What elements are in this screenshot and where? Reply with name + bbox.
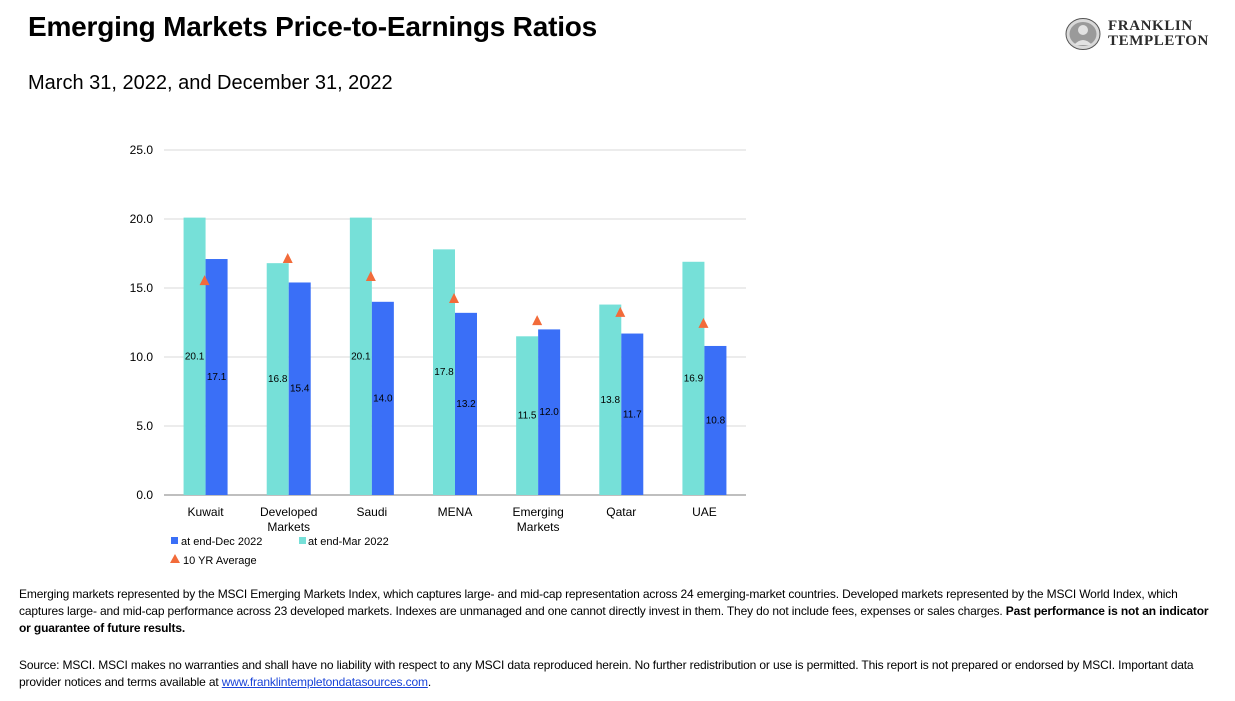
disclaimer-bold-text: Past performance is not an indicator or …	[19, 604, 1209, 635]
average-marker	[449, 293, 459, 304]
logo-line-2: TEMPLETON	[1108, 33, 1209, 49]
page-subtitle: March 31, 2022, and December 31, 2022	[28, 72, 393, 94]
data-label: 11.7	[623, 409, 642, 420]
x-tick-label: Developed	[260, 505, 317, 519]
disclaimer-text: Emerging markets represented by the MSCI…	[19, 587, 1178, 618]
y-tick-label: 25.0	[130, 143, 154, 157]
pe-ratio-bar-chart: 0.05.010.015.020.025.020.117.1Kuwait16.8…	[130, 143, 746, 567]
data-label: 20.1	[351, 351, 371, 362]
average-marker	[615, 306, 626, 317]
bar	[205, 259, 228, 495]
bar	[682, 261, 705, 495]
bar	[455, 312, 477, 495]
y-tick-label: 10.0	[130, 350, 154, 364]
bar	[183, 217, 206, 495]
x-tick-label: Markets	[267, 520, 310, 534]
source-end: .	[427, 675, 431, 689]
data-label: 13.2	[456, 399, 476, 410]
legend-label: at end-Mar 2022	[308, 536, 389, 548]
y-tick-label: 15.0	[130, 281, 154, 295]
bar	[371, 301, 394, 495]
bar	[266, 263, 289, 495]
data-label: 17.8	[434, 367, 454, 378]
y-tick-label: 5.0	[136, 419, 153, 433]
bar	[349, 217, 372, 495]
legend-label: at end-Dec 2022	[181, 536, 262, 548]
franklin-templeton-logo: FRANKLIN TEMPLETON	[1064, 17, 1209, 51]
data-label: 15.4	[290, 384, 310, 395]
logo-line-1: FRANKLIN	[1108, 18, 1193, 34]
legend-label: 10 YR Average	[183, 555, 257, 567]
bar	[516, 336, 539, 495]
bar	[599, 304, 622, 495]
source-link[interactable]: www.franklintempletondatasources.com	[221, 675, 428, 689]
data-label: 13.8	[601, 395, 621, 406]
bar	[433, 249, 455, 495]
x-tick-label: Qatar	[606, 505, 636, 519]
source-note: Source: MSCI. MSCI makes no warranties a…	[19, 657, 1219, 691]
data-label: 14.0	[373, 393, 393, 404]
benjamin-franklin-seal-icon	[1065, 18, 1101, 50]
data-label: 10.8	[706, 415, 726, 426]
source-text: Source: MSCI. MSCI makes no warranties a…	[19, 658, 1194, 689]
average-marker	[199, 275, 210, 286]
data-label: 17.1	[207, 372, 227, 383]
bar	[538, 329, 561, 495]
average-marker	[698, 317, 709, 328]
legend-swatch	[170, 554, 180, 563]
y-tick-label: 0.0	[136, 488, 153, 502]
page-title: Emerging Markets Price-to-Earnings Ratio…	[28, 11, 598, 42]
average-marker	[365, 270, 376, 281]
data-label: 16.8	[268, 374, 288, 385]
x-tick-label: Markets	[517, 520, 560, 534]
y-tick-label: 20.0	[130, 212, 154, 226]
average-marker	[532, 315, 543, 326]
data-label: 20.1	[185, 351, 205, 362]
data-label: 11.5	[518, 411, 537, 422]
legend-swatch	[299, 537, 306, 544]
data-label: 16.9	[684, 373, 704, 384]
disclaimer-note: Emerging markets represented by the MSCI…	[19, 586, 1219, 637]
bar	[621, 333, 644, 495]
x-tick-label: Emerging	[512, 505, 563, 519]
average-marker	[282, 253, 293, 264]
bar	[288, 282, 311, 495]
x-tick-label: Saudi	[357, 505, 388, 519]
data-label: 12.0	[539, 407, 559, 418]
x-tick-label: MENA	[438, 505, 473, 519]
legend-swatch	[171, 537, 178, 544]
x-tick-label: UAE	[692, 505, 717, 519]
x-tick-label: Kuwait	[188, 505, 225, 519]
bar	[704, 345, 727, 495]
